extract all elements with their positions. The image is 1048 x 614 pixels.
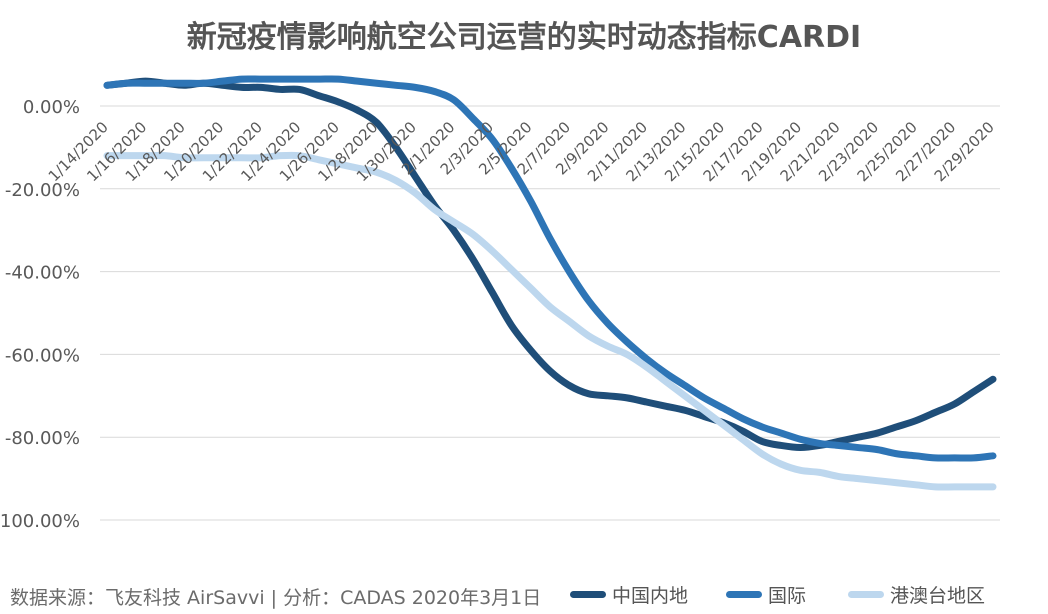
y-tick-label: -80.00% — [5, 428, 80, 449]
legend-item-hk-macao-taiwan: 港澳台地区 — [848, 581, 985, 608]
series-line-0 — [103, 77, 997, 452]
series-line-1 — [103, 75, 997, 462]
legend-label-international: 国际 — [768, 585, 807, 607]
legend-item-international: 国际 — [726, 581, 806, 608]
y-tick-label: 0.00% — [23, 97, 80, 118]
legend-swatch-mainland — [570, 591, 606, 598]
legend-swatch-hk-macao-taiwan — [848, 591, 884, 598]
y-tick-label: -40.00% — [5, 263, 80, 284]
x-axis-ticks: 1/14/20201/16/20201/18/20201/20/20201/22… — [45, 118, 998, 185]
series-lines — [103, 75, 997, 491]
legend-label-mainland: 中国内地 — [612, 585, 689, 607]
grid-lines — [100, 105, 1000, 521]
y-tick-label: -20.00% — [5, 180, 80, 201]
legend-label-hk-macao-taiwan: 港澳台地区 — [890, 585, 986, 607]
source-footer: 数据来源：飞友科技 AirSavvi | 分析：CADAS 2020年3月1日 — [10, 587, 542, 609]
legend-item-mainland: 中国内地 — [570, 581, 688, 608]
y-tick-label: -60.00% — [5, 345, 80, 366]
legend-swatch-international — [726, 591, 762, 598]
series-line-2 — [103, 151, 997, 491]
y-axis-ticks: 0.00% -20.00% -40.00% -60.00% -80.00% -100.00… — [0, 97, 80, 532]
chart-title: 新冠疫情影响航空公司运营的实时动态指标CARDI — [186, 20, 862, 55]
y-tick-label: -100.00% — [0, 511, 80, 532]
